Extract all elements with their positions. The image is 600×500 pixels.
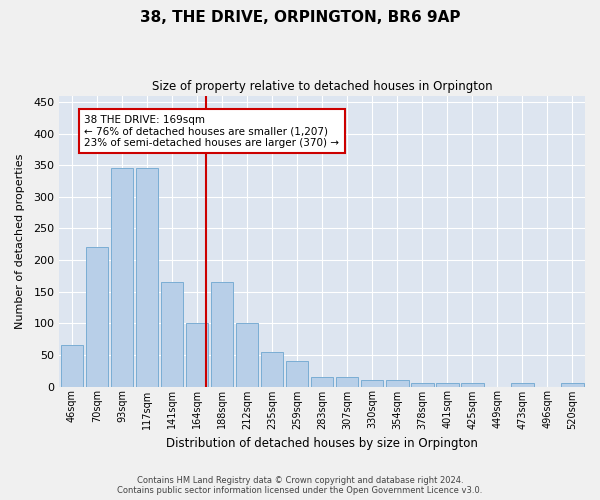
Bar: [561, 384, 584, 386]
Bar: [436, 384, 458, 386]
Title: Size of property relative to detached houses in Orpington: Size of property relative to detached ho…: [152, 80, 493, 93]
Bar: [511, 384, 533, 386]
Bar: [186, 324, 208, 386]
Bar: [61, 346, 83, 387]
Y-axis label: Number of detached properties: Number of detached properties: [15, 154, 25, 328]
Bar: [261, 352, 283, 386]
Bar: [336, 377, 358, 386]
Text: 38 THE DRIVE: 169sqm
← 76% of detached houses are smaller (1,207)
23% of semi-de: 38 THE DRIVE: 169sqm ← 76% of detached h…: [85, 114, 340, 148]
Bar: [286, 361, 308, 386]
Bar: [211, 282, 233, 387]
Bar: [311, 377, 334, 386]
Bar: [161, 282, 183, 387]
X-axis label: Distribution of detached houses by size in Orpington: Distribution of detached houses by size …: [166, 437, 478, 450]
Bar: [361, 380, 383, 386]
Bar: [86, 248, 108, 386]
Text: Contains HM Land Registry data © Crown copyright and database right 2024.
Contai: Contains HM Land Registry data © Crown c…: [118, 476, 482, 495]
Bar: [411, 384, 434, 386]
Bar: [136, 168, 158, 386]
Bar: [386, 380, 409, 386]
Text: 38, THE DRIVE, ORPINGTON, BR6 9AP: 38, THE DRIVE, ORPINGTON, BR6 9AP: [140, 10, 460, 25]
Bar: [110, 168, 133, 386]
Bar: [236, 324, 259, 386]
Bar: [461, 384, 484, 386]
